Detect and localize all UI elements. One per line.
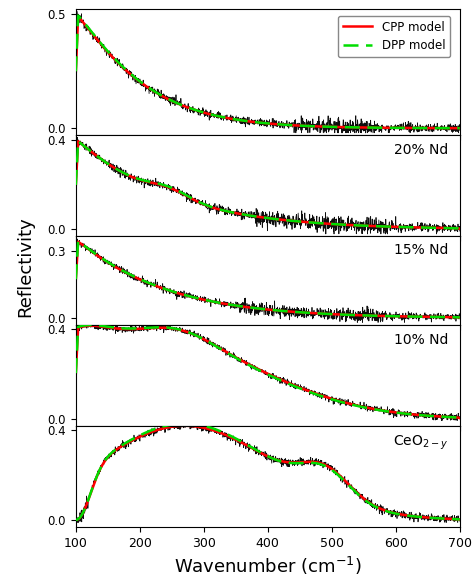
Text: 20% Nd: 20% Nd — [394, 143, 448, 157]
Text: 15% Nd: 15% Nd — [394, 243, 448, 257]
X-axis label: Wavenumber (cm$^{-1}$): Wavenumber (cm$^{-1}$) — [174, 555, 362, 577]
Text: 10% Nd: 10% Nd — [394, 333, 448, 347]
Text: Reflectivity: Reflectivity — [17, 216, 35, 317]
Legend: CPP model, DPP model: CPP model, DPP model — [338, 16, 450, 57]
Text: CeO$_{2-y}$: CeO$_{2-y}$ — [393, 434, 448, 452]
Text: 25% Nd: 25% Nd — [394, 19, 448, 33]
